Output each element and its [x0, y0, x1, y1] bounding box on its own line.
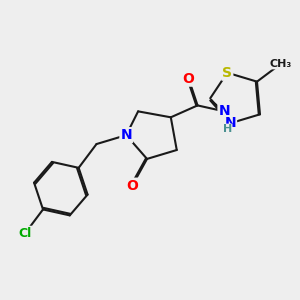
- Text: H: H: [223, 124, 232, 134]
- Text: N: N: [218, 104, 230, 118]
- Text: N: N: [224, 116, 236, 130]
- Text: CH₃: CH₃: [270, 59, 292, 69]
- Text: Cl: Cl: [19, 227, 32, 240]
- Text: S: S: [222, 66, 232, 80]
- Text: O: O: [126, 179, 138, 193]
- Text: N: N: [120, 128, 132, 142]
- Text: O: O: [183, 72, 195, 86]
